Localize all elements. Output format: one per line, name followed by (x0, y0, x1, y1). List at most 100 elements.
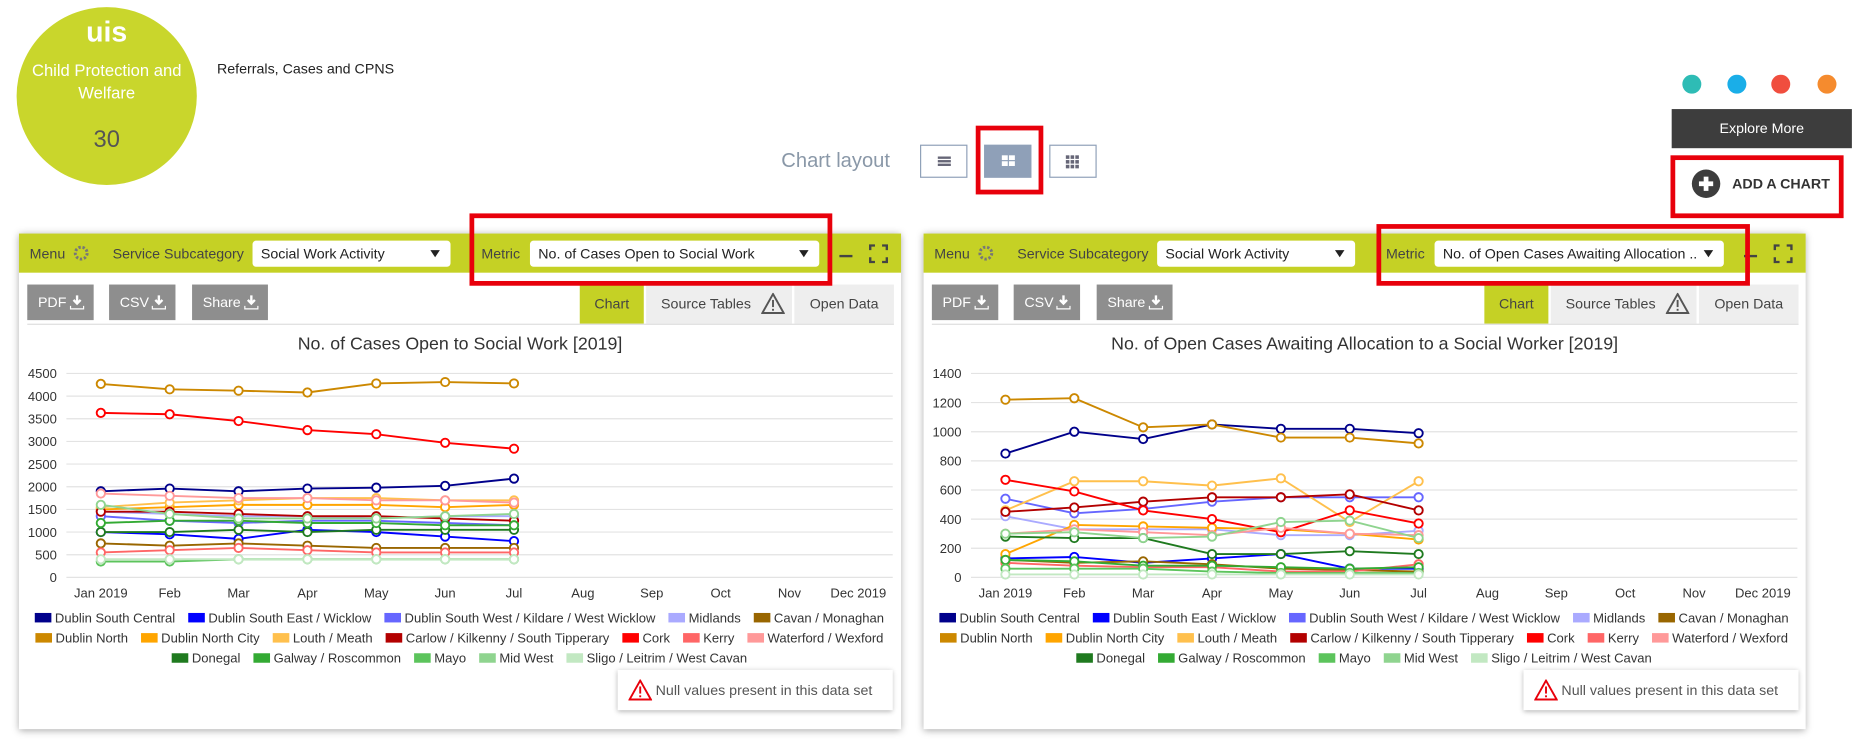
legend-label: Dublin South West / Kildare / West Wickl… (405, 610, 656, 625)
legend-label: Cork (643, 631, 671, 646)
point (440, 437, 451, 448)
point (164, 384, 175, 395)
gear-icon[interactable] (73, 245, 89, 261)
layout-single[interactable] (920, 144, 968, 178)
subcategory-label: Service Subcategory (112, 245, 244, 263)
point (1069, 486, 1080, 497)
add-chart[interactable]: ADD A CHART (1732, 175, 1830, 193)
export-button[interactable]: CSV (109, 284, 176, 321)
x-tick-label: Jun (435, 586, 456, 601)
icon (69, 295, 85, 310)
y-tick-label: 400 (940, 512, 962, 527)
x-tick-label: Nov (1682, 586, 1706, 601)
warning-icon (628, 679, 653, 701)
toolbar: Menu Service Subcategory Social Work Activ… (923, 233, 1806, 273)
metric-label: Metric (1385, 245, 1425, 263)
legend-swatch (939, 612, 956, 623)
icon (244, 295, 259, 310)
add-icon (1691, 169, 1721, 198)
x-tick-label: Jul (506, 586, 523, 601)
point (1413, 476, 1424, 487)
x-tick-label: May (364, 586, 389, 601)
layout-grid[interactable] (1049, 144, 1097, 178)
legend-label: Mid West (1404, 651, 1458, 666)
tab[interactable]: Open Data (794, 284, 894, 324)
point (1344, 569, 1355, 580)
legend-swatch (940, 633, 957, 643)
explore-button[interactable]: Explore More (1671, 109, 1852, 149)
highlight (1670, 155, 1844, 219)
metric-select[interactable]: No. of Open Cases Awaiting Allocation .. (1434, 240, 1724, 267)
point (95, 554, 106, 565)
export-button[interactable]: CSV (1013, 284, 1081, 321)
point (302, 526, 313, 538)
tab[interactable]: Source Tables (1550, 284, 1697, 324)
legend-label: Carlow / Kilkenny / South Tipperary (1310, 631, 1514, 646)
legend-swatch (253, 653, 271, 663)
subcategory-select[interactable]: Social Work Activity (252, 240, 451, 267)
legend-label: Sligo / Leitrim / West Cavan (587, 651, 748, 666)
x-tick-label: Apr (297, 586, 318, 601)
legend-swatch (188, 612, 205, 623)
legend-swatch (1526, 633, 1544, 643)
layout-label: Chart layout (781, 149, 890, 172)
point (233, 415, 244, 427)
point (1138, 433, 1149, 445)
dot[interactable] (1727, 74, 1747, 94)
point (1275, 516, 1286, 528)
point (1413, 438, 1424, 449)
point (371, 513, 382, 524)
icon (974, 295, 989, 310)
legend-label: Dublin North City (161, 631, 260, 646)
x-tick-label: Aug (571, 586, 594, 601)
point (1275, 548, 1286, 560)
legend-label: Louth / Meath (293, 631, 373, 646)
category-tile[interactable] (16, 7, 197, 185)
warning-icon (761, 292, 785, 314)
dot[interactable] (1817, 74, 1837, 94)
point (233, 513, 244, 524)
tab[interactable]: Chart (1484, 284, 1549, 324)
export-button[interactable]: PDF (27, 284, 94, 321)
legend-label: Midlands (689, 610, 742, 625)
point (1069, 569, 1080, 580)
point (1344, 546, 1355, 557)
point (233, 492, 244, 504)
point (1206, 548, 1218, 560)
divider (931, 323, 1799, 325)
window-icons[interactable] (837, 244, 896, 264)
y-tick-label: 600 (940, 483, 962, 498)
legend-swatch (414, 653, 431, 663)
chart-panel: Menu Service Subcategory Social Work Activ… (18, 233, 902, 730)
export-button[interactable]: PDF (931, 284, 999, 321)
tab[interactable]: Open Data (1698, 284, 1799, 324)
y-tick-label: 1400 (933, 366, 962, 381)
dot[interactable] (1771, 74, 1791, 94)
point (1000, 448, 1011, 459)
export-button[interactable]: Share (192, 284, 268, 321)
gear-icon[interactable] (978, 245, 994, 261)
chart: No. of Open Cases Awaiting Allocation to… (933, 334, 1798, 666)
x-tick-label: Jul (1410, 586, 1427, 601)
tab[interactable]: Source Tables (646, 284, 792, 324)
point (508, 378, 520, 389)
point (1138, 569, 1149, 580)
legend-label: Donegal (192, 651, 241, 666)
window-icons[interactable] (1742, 244, 1801, 264)
point (1206, 480, 1218, 491)
subcategory-select[interactable]: Social Work Activity (1157, 240, 1356, 267)
metric-select[interactable]: No. of Cases Open to Social Work (529, 240, 820, 267)
point (1000, 569, 1011, 580)
legend-label: Galway / Roscommon (1178, 651, 1305, 666)
point (1138, 476, 1149, 487)
point (508, 473, 520, 484)
legend-swatch (1177, 633, 1194, 643)
legend-swatch (171, 653, 189, 663)
legend-label: Galway / Roscommon (274, 651, 401, 666)
tab[interactable]: Chart (579, 284, 644, 324)
dot[interactable] (1682, 74, 1702, 94)
point (233, 524, 244, 535)
export-button[interactable]: Share (1096, 284, 1173, 321)
layout-double[interactable] (984, 144, 1032, 178)
